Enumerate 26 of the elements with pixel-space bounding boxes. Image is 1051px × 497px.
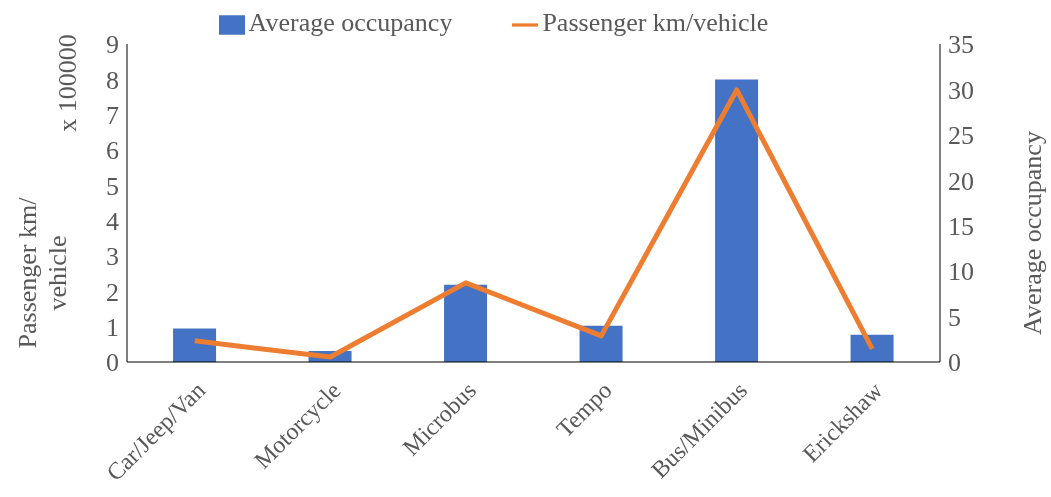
- bar: [444, 284, 488, 362]
- y2-tick-label: 0: [948, 348, 961, 378]
- y2-axis-title: Average occupancy: [1018, 131, 1047, 335]
- bar: [715, 79, 759, 362]
- legend-label: Passenger km/vehicle: [542, 8, 769, 37]
- y2-tick-label: 25: [948, 121, 974, 151]
- y-tick-label: 1: [106, 312, 119, 342]
- y-tick-label: 5: [106, 171, 119, 201]
- y-tick-label: 7: [106, 100, 119, 130]
- y2-tick-label: 10: [948, 257, 974, 287]
- y-tick-label: 8: [106, 65, 119, 95]
- y-tick-label: 6: [106, 136, 119, 166]
- y-tick-label: 0: [106, 348, 119, 378]
- legend-label: Average occupancy: [248, 8, 453, 37]
- y-tick-label: 9: [106, 30, 119, 60]
- y2-tick-label: 35: [948, 30, 974, 60]
- y-tick-label: 4: [106, 206, 119, 236]
- y-tick-label: 3: [106, 242, 119, 272]
- y2-tick-label: 15: [948, 211, 974, 241]
- text: x 100000: [53, 34, 82, 132]
- bar: [173, 328, 217, 362]
- y2-tick-label: 5: [948, 302, 961, 332]
- y-axis-title: Passenger km/ vehicle: [13, 197, 72, 349]
- y2-tick-label: 30: [948, 75, 974, 105]
- y2-tick-label: 20: [948, 166, 974, 196]
- y-tick-label: 2: [106, 277, 119, 307]
